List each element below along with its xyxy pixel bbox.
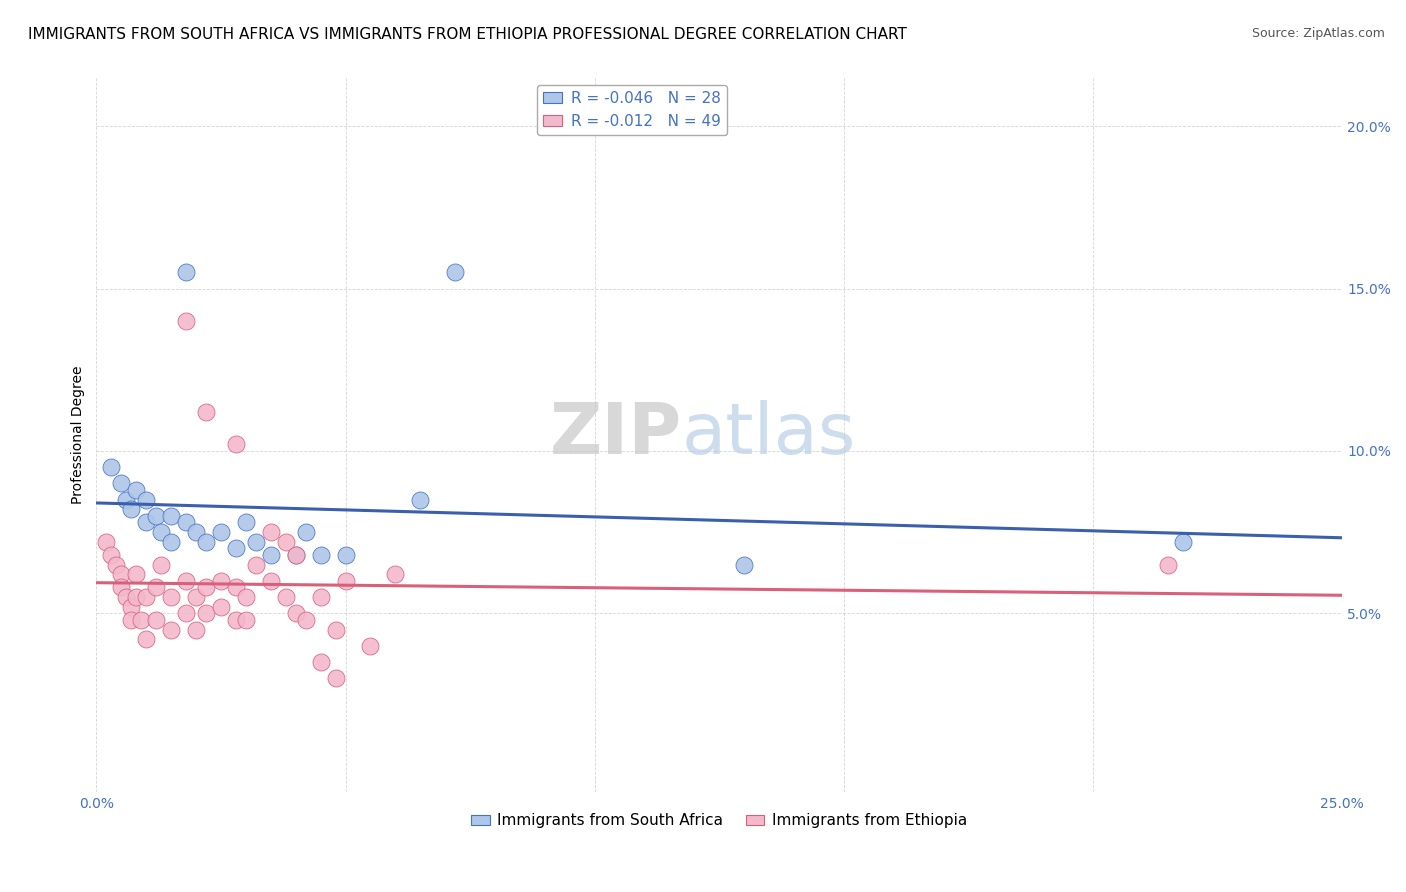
Point [245,558,267,572]
Point [110,476,132,491]
Text: ZIP: ZIP [550,401,682,469]
Point [274,534,297,549]
Point [110,580,132,594]
Point [444,265,467,279]
Point [160,534,183,549]
Point [294,613,316,627]
Point [174,265,197,279]
Point [235,613,257,627]
Point [1157,558,1180,572]
Point [274,590,297,604]
Point [309,655,332,669]
Point [195,534,218,549]
Point [245,534,267,549]
Text: IMMIGRANTS FROM SOUTH AFRICA VS IMMIGRANTS FROM ETHIOPIA PROFESSIONAL DEGREE COR: IMMIGRANTS FROM SOUTH AFRICA VS IMMIGRAN… [28,27,907,42]
Point [135,632,157,647]
Point [184,590,207,604]
Point [335,548,357,562]
Y-axis label: Professional Degree: Professional Degree [72,366,86,504]
Point [225,613,247,627]
Point [225,437,247,451]
Point [359,639,381,653]
Point [209,525,232,540]
Point [96,534,118,549]
Point [135,516,157,530]
Point [135,590,157,604]
Point [195,607,218,621]
Point [733,558,755,572]
Point [209,599,232,614]
Point [309,548,332,562]
Point [325,671,347,685]
Point [284,607,307,621]
Point [174,607,197,621]
Point [115,590,138,604]
Text: Source: ZipAtlas.com: Source: ZipAtlas.com [1251,27,1385,40]
Point [409,492,432,507]
Point [145,508,167,523]
Point [284,548,307,562]
Point [129,613,152,627]
Point [174,516,197,530]
Point [195,580,218,594]
Point [184,623,207,637]
Point [260,548,283,562]
Point [160,508,183,523]
Point [174,574,197,588]
Point [325,623,347,637]
Point [235,516,257,530]
Point [145,580,167,594]
Point [225,541,247,556]
Point [384,567,406,582]
Point [335,574,357,588]
Point [160,623,183,637]
Point [150,525,173,540]
Point [125,483,148,497]
Text: atlas: atlas [682,401,856,469]
Point [105,558,128,572]
Point [260,574,283,588]
Point [174,314,197,328]
Point [260,525,283,540]
Point [120,599,142,614]
Point [160,590,183,604]
Point [184,525,207,540]
Point [284,548,307,562]
Point [225,580,247,594]
Point [235,590,257,604]
Point [309,590,332,604]
Point [209,574,232,588]
Point [125,590,148,604]
Point [150,558,173,572]
Point [100,548,122,562]
Point [135,492,157,507]
Point [100,460,122,475]
Point [120,502,142,516]
Point [1171,534,1194,549]
Point [145,613,167,627]
Point [195,405,218,419]
Point [115,492,138,507]
Legend: Immigrants from South Africa, Immigrants from Ethiopia: Immigrants from South Africa, Immigrants… [465,807,973,834]
Point [120,613,142,627]
Point [294,525,316,540]
Point [125,567,148,582]
Point [110,567,132,582]
